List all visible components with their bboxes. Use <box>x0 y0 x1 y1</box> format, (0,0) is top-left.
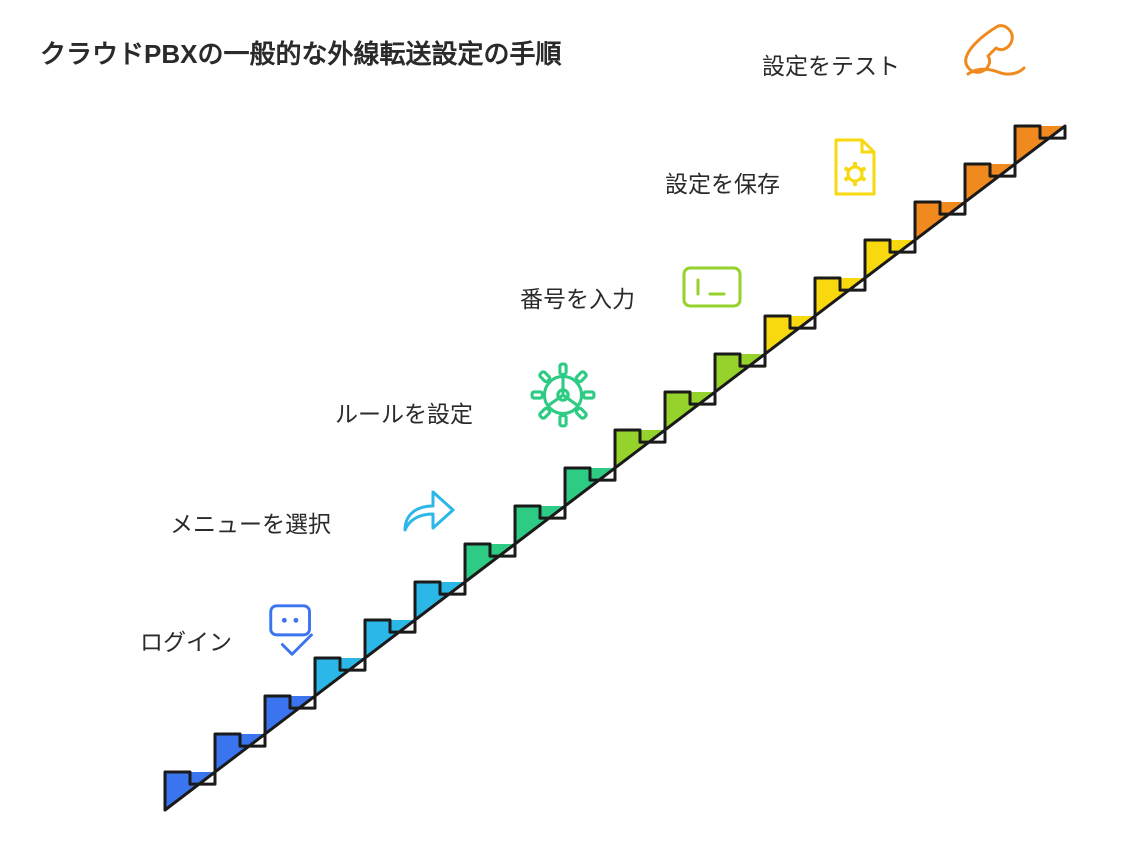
step-label-save: 設定を保存 <box>665 165 780 199</box>
file-gear-icon <box>826 136 882 200</box>
login-check-icon <box>263 600 325 662</box>
input-field-icon <box>680 262 744 312</box>
gear-wheel-icon <box>530 362 596 428</box>
share-arrow-icon <box>395 480 459 544</box>
step-label-number: 番号を入力 <box>520 280 635 314</box>
step-label-rules: ルールを設定 <box>335 395 473 429</box>
step-label-login: ログイン <box>140 623 232 657</box>
infographic-stage: クラウドPBXの一般的な外線転送設定の手順 ログイン メニューを選択 ルールを設… <box>0 0 1125 843</box>
step-label-test: 設定をテスト <box>762 47 900 81</box>
phone-hand-icon <box>958 18 1028 88</box>
step-label-menu: メニューを選択 <box>170 505 331 539</box>
